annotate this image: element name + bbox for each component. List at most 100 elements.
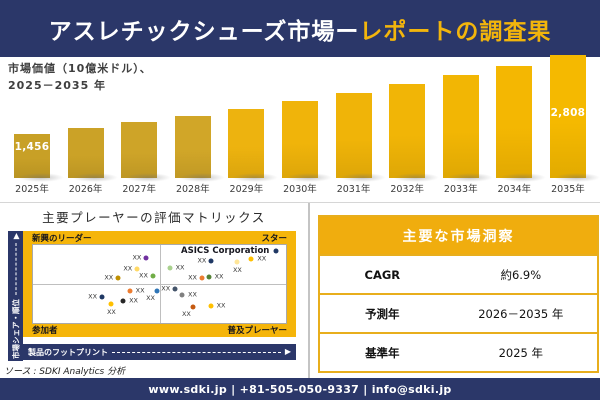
quadrant-label-pervasive-players: 普及プレーヤー	[227, 326, 287, 336]
bar-column: 2026年	[67, 55, 118, 195]
x-axis-tick: 2027年	[122, 184, 157, 195]
bar-column: 2,808 2035年	[549, 55, 600, 195]
bar-value-label: 1,456	[14, 141, 50, 153]
point-label: XX	[257, 254, 267, 263]
source-note: ソース : SDKI Analytics 分析	[4, 367, 126, 377]
bar-value-label: 2,808	[550, 107, 586, 119]
company-label-asics: ASICS Corporation	[181, 245, 270, 256]
insights-row-value: 2026－2035 年	[478, 306, 564, 321]
bar-2031年	[335, 93, 386, 182]
point-label: XX	[106, 307, 116, 316]
x-axis-tick: 2034年	[497, 184, 532, 195]
matrix-box: 市場シェア・順位 ▶ 新興のリーダー スター 参加者 普及プレーヤー XX XX X…	[8, 231, 296, 361]
bar-column: 2028年	[174, 55, 225, 195]
insights-header: 主要な市場洞察	[320, 217, 597, 254]
point-label: XX	[135, 286, 145, 295]
header-title-report: レポートの調査果	[359, 18, 552, 45]
x-axis-tick: 2029年	[229, 184, 264, 195]
scatter-dot	[199, 275, 205, 281]
point-label: XX	[216, 301, 226, 310]
scatter-dot	[108, 301, 114, 307]
point-label: XX	[161, 284, 171, 293]
x-axis-tick: 2028年	[175, 184, 210, 195]
bar-2032年	[389, 84, 440, 182]
insights-row-label: 予測年	[365, 306, 400, 321]
header-title-market: アスレチックシューズ市場ー	[48, 18, 360, 45]
point-label: XX	[146, 294, 155, 303]
matrix-y-axis-band: 市場シェア・順位 ▶	[8, 231, 23, 361]
arrow-right-icon: ▶	[284, 347, 291, 356]
quadrant-label-star: スター	[261, 234, 287, 244]
header-banner: アスレチックシューズ市場ー レポートの調査果	[0, 0, 600, 57]
scatter-dot	[120, 298, 126, 304]
bar-2025年: 1,456	[14, 134, 64, 182]
x-axis-tick: 2033年	[443, 184, 478, 195]
insights-row-value: 約6.9%	[500, 267, 542, 282]
key-insights-table: 主要な市場洞察 CAGR 約6.9% 予測年 2026－2035 年基準年 2025 年	[318, 215, 599, 373]
scatter-plot-area: XX XX XX XX XX XX XX XX XX XX XX XX XX ASICS Corporat…	[32, 244, 287, 324]
y-axis-label: 市場シェア・順位	[11, 299, 20, 359]
point-label: XX	[197, 256, 207, 265]
bar-2026年	[67, 128, 118, 182]
bar-column: 2034年	[496, 55, 547, 195]
matrix-title: 主要プレーヤーの評価マトリックス	[42, 210, 266, 225]
market-value-bar-chart: 市場価値（10億米ドル）、 2025－2035 年 1,456 2025年 2026…	[0, 55, 600, 202]
scatter-dot	[206, 274, 212, 280]
bar-2027年	[121, 122, 172, 182]
insights-row-value: 2025 年	[498, 345, 544, 360]
insights-row-label: CAGR	[364, 267, 401, 282]
x-axis-label: 製品のフットプリント	[28, 347, 108, 357]
x-axis-tick: 2025年	[15, 184, 49, 195]
bar-column: 2030年	[281, 55, 332, 195]
scatter-dot	[115, 275, 121, 281]
point-label: XX	[214, 272, 224, 281]
scatter-dot	[143, 255, 149, 261]
footer-contact-bar: www.sdki.jp | +81-505-050-9337 | info@sd…	[0, 378, 600, 400]
point-label: XX	[129, 296, 138, 305]
x-axis-tick: 2026年	[68, 184, 103, 195]
scatter-dot	[150, 273, 156, 279]
bar-column: 1,456 2025年	[14, 55, 64, 195]
bar-column: 2033年	[442, 55, 493, 195]
scatter-dot	[234, 259, 240, 265]
matrix-y-axis: 市場シェア・順位 ▶	[8, 231, 23, 361]
scatter-dot	[208, 258, 214, 264]
matrix-frame: 新興のリーダー スター 参加者 普及プレーヤー XX XX XX XX XX XX XX XX…	[23, 231, 296, 337]
matrix-x-axis-band: 製品のフットプリント ▶	[23, 344, 296, 360]
chart-title-line2: 2025－2035 年	[8, 78, 107, 92]
dashed-line	[15, 243, 16, 295]
insights-rows: CAGR 約6.9% 予測年 2026－2035 年基準年 2025 年	[320, 254, 597, 371]
quadrant-horizontal-line	[33, 284, 286, 285]
point-label: XX	[104, 274, 114, 283]
chart-title: 市場価値（10億米ドル）、 2025－2035 年	[8, 61, 152, 94]
scatter-dot	[127, 288, 133, 294]
scatter-dot	[134, 266, 140, 272]
point-label: XX	[139, 271, 148, 280]
bar-2035年: 2,808	[549, 55, 600, 182]
chart-title-line1: 市場価値（10億米ドル）、	[8, 62, 152, 75]
scatter-dot	[179, 292, 185, 298]
insights-row-label: 基準年	[365, 345, 400, 360]
point-label: XX	[123, 264, 133, 273]
bar-2030年	[281, 101, 332, 182]
quadrant-label-emerging-leaders: 新興のリーダー	[32, 234, 92, 244]
scatter-dot	[248, 256, 254, 262]
point-label: XX	[232, 266, 242, 275]
footer-contact-text: www.sdki.jp | +81-505-050-9337 | info@sd…	[148, 382, 452, 396]
scatter-dot	[167, 265, 173, 271]
x-axis-tick: 2035年	[551, 184, 585, 195]
insights-row: CAGR 約6.9%	[320, 254, 597, 293]
point-label: XX	[132, 253, 142, 262]
x-axis-tick: 2031年	[336, 184, 371, 195]
x-axis-tick: 2032年	[390, 184, 424, 195]
bar-series: 1,456 2025年 2026年 2027年 2028年 2029年 2030年 2031年…	[14, 55, 600, 195]
x-axis-tick: 2030年	[283, 184, 317, 195]
bar-column: 2027年	[121, 55, 172, 195]
bar-column: 2029年	[228, 55, 279, 195]
scatter-dot	[208, 303, 214, 309]
point-label: XX	[88, 292, 98, 301]
bar-2028年	[174, 115, 225, 182]
scatter-dot	[172, 286, 178, 292]
bar-column: 2031年	[335, 55, 386, 195]
